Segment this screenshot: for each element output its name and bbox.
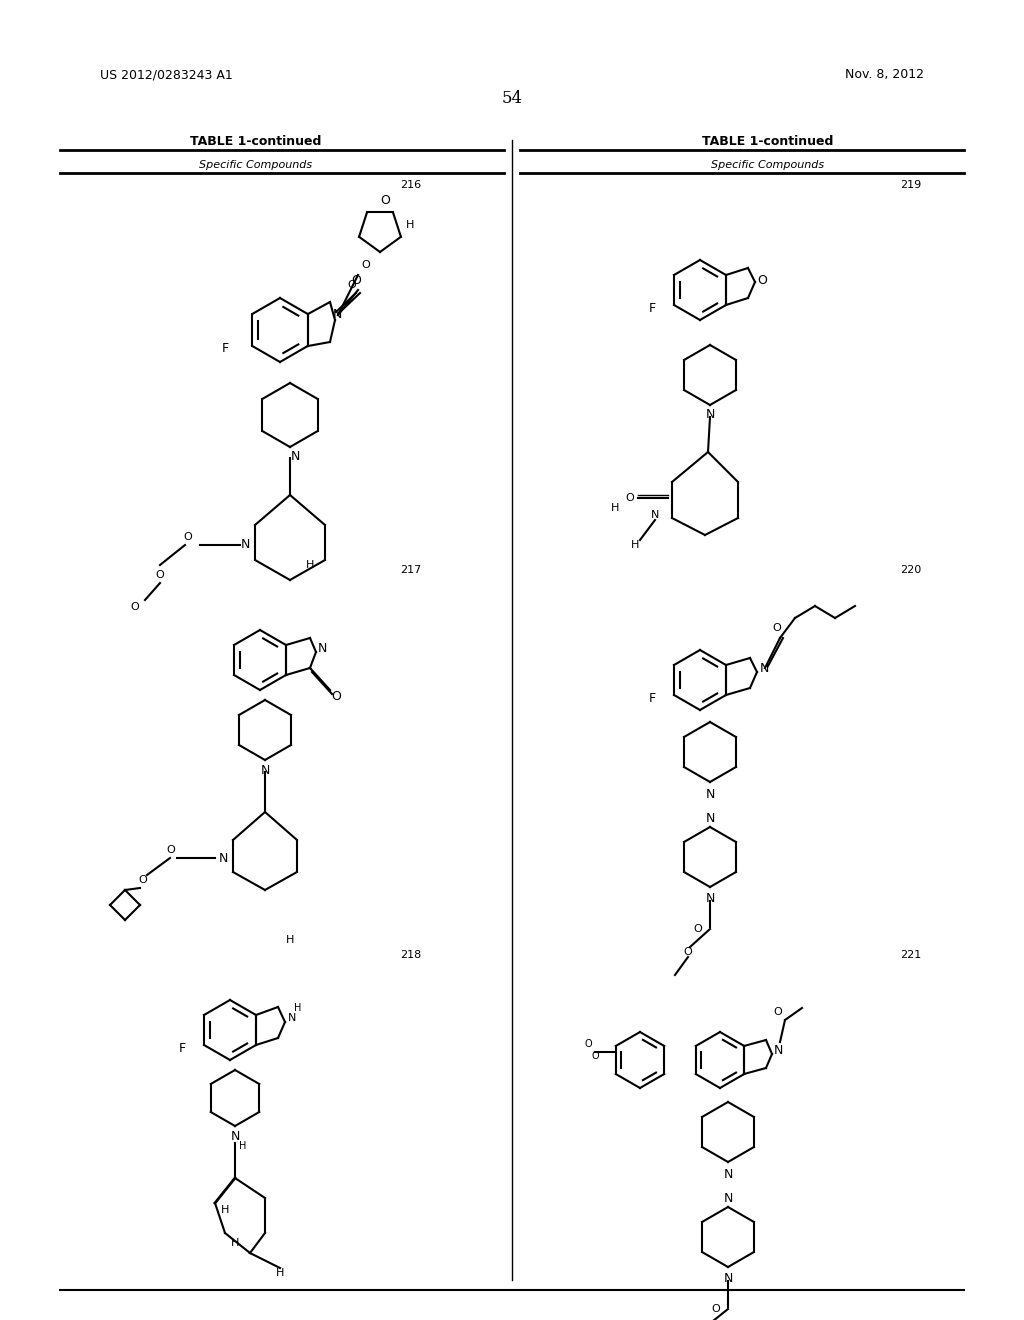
Text: N: N	[706, 813, 715, 825]
Text: N: N	[288, 1012, 296, 1023]
Text: Specific Compounds: Specific Compounds	[200, 160, 312, 170]
Text: O: O	[331, 689, 341, 702]
Text: N: N	[230, 1130, 240, 1143]
Text: H: H	[240, 1140, 247, 1151]
Text: N: N	[760, 661, 769, 675]
Text: N: N	[651, 510, 659, 520]
Text: 219: 219	[900, 180, 922, 190]
Text: O: O	[712, 1304, 720, 1313]
Text: F: F	[648, 301, 655, 314]
Text: N: N	[706, 788, 715, 800]
Text: H: H	[406, 220, 414, 230]
Text: TABLE 1-continued: TABLE 1-continued	[190, 135, 322, 148]
Text: H: H	[221, 1205, 229, 1214]
Text: H: H	[294, 1003, 302, 1012]
Text: 217: 217	[400, 565, 421, 576]
Text: N: N	[773, 1044, 782, 1056]
Text: Specific Compounds: Specific Compounds	[712, 160, 824, 170]
Text: 216: 216	[400, 180, 421, 190]
Text: F: F	[178, 1041, 185, 1055]
Text: O: O	[693, 924, 702, 935]
Text: O: O	[591, 1051, 599, 1061]
Text: N: N	[333, 309, 342, 322]
Text: Nov. 8, 2012: Nov. 8, 2012	[845, 69, 924, 81]
Text: O: O	[156, 570, 165, 579]
Text: F: F	[221, 342, 228, 355]
Text: N: N	[706, 892, 715, 906]
Text: N: N	[260, 763, 269, 776]
Text: O: O	[361, 260, 370, 271]
Text: F: F	[648, 692, 655, 705]
Text: O: O	[773, 1007, 782, 1016]
Text: O: O	[757, 273, 767, 286]
Text: N: N	[723, 1272, 733, 1286]
Text: O: O	[351, 273, 360, 286]
Text: 54: 54	[502, 90, 522, 107]
Text: H: H	[230, 1238, 240, 1247]
Text: N: N	[723, 1167, 733, 1180]
Text: O: O	[183, 532, 193, 543]
Text: N: N	[317, 642, 327, 655]
Text: N: N	[723, 1192, 733, 1205]
Text: H: H	[631, 540, 639, 550]
Text: N: N	[706, 408, 715, 421]
Text: O: O	[138, 875, 147, 884]
Text: O: O	[584, 1039, 592, 1049]
Text: 220: 220	[900, 565, 922, 576]
Text: TABLE 1-continued: TABLE 1-continued	[702, 135, 834, 148]
Text: N: N	[291, 450, 300, 463]
Text: 221: 221	[900, 950, 922, 960]
Text: H: H	[610, 503, 620, 513]
Text: N: N	[241, 539, 250, 552]
Text: O: O	[684, 946, 692, 957]
Text: O: O	[626, 492, 635, 503]
Text: H: H	[306, 560, 314, 570]
Text: O: O	[167, 845, 175, 855]
Text: O: O	[131, 602, 139, 612]
Text: O: O	[380, 194, 390, 206]
Text: US 2012/0283243 A1: US 2012/0283243 A1	[100, 69, 232, 81]
Text: O: O	[347, 280, 356, 290]
Text: 218: 218	[400, 950, 421, 960]
Text: O: O	[773, 623, 781, 634]
Text: H: H	[275, 1269, 285, 1278]
Text: H: H	[286, 935, 294, 945]
Text: N: N	[218, 851, 227, 865]
